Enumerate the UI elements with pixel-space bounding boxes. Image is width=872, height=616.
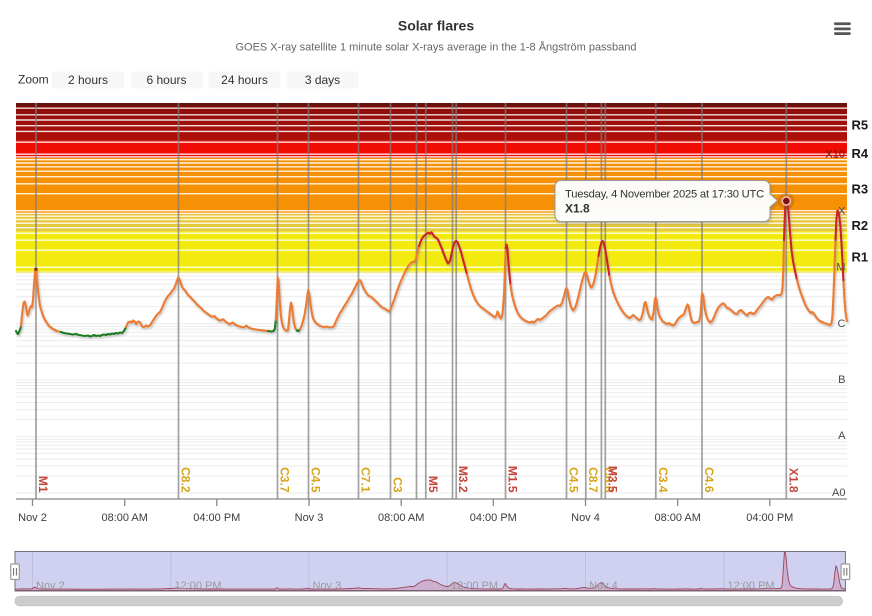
svg-text:04:00 PM: 04:00 PM (746, 512, 793, 524)
svg-text:08:00 AM: 08:00 AM (101, 512, 147, 524)
svg-text:C8.7: C8.7 (586, 467, 600, 493)
svg-text:C7.1: C7.1 (359, 467, 373, 493)
svg-text:12:00 PM: 12:00 PM (451, 580, 498, 592)
svg-text:X1.8: X1.8 (565, 202, 590, 216)
svg-text:6 hours: 6 hours (146, 73, 186, 87)
svg-text:Solar flares: Solar flares (398, 18, 474, 34)
svg-text:Nov 4: Nov 4 (589, 580, 618, 592)
svg-text:M3.2: M3.2 (456, 466, 470, 493)
svg-text:R3: R3 (852, 182, 869, 197)
svg-text:C6.6: C6.6 (601, 467, 615, 493)
svg-text:R4: R4 (852, 146, 869, 161)
svg-text:M: M (836, 262, 845, 274)
svg-text:12:00 PM: 12:00 PM (175, 580, 222, 592)
svg-text:X: X (838, 205, 846, 217)
svg-text:3 days: 3 days (305, 73, 340, 87)
svg-text:C3.4: C3.4 (656, 467, 670, 493)
svg-text:Nov 3: Nov 3 (295, 512, 324, 524)
svg-text:B: B (838, 374, 845, 386)
svg-text:C8.2: C8.2 (179, 467, 193, 493)
svg-text:Nov 2: Nov 2 (18, 512, 47, 524)
svg-text:08:00 AM: 08:00 AM (654, 512, 700, 524)
svg-text:X1.8: X1.8 (786, 468, 800, 493)
svg-text:2 hours: 2 hours (68, 73, 108, 87)
svg-text:04:00 PM: 04:00 PM (193, 512, 240, 524)
svg-text:04:00 PM: 04:00 PM (470, 512, 517, 524)
svg-text:A0: A0 (832, 487, 845, 499)
svg-text:R5: R5 (852, 118, 869, 133)
svg-text:R1: R1 (852, 250, 869, 265)
svg-text:C4.5: C4.5 (309, 467, 323, 493)
svg-text:X10: X10 (825, 149, 845, 161)
svg-text:M5: M5 (426, 476, 440, 493)
svg-text:C3: C3 (391, 477, 405, 493)
svg-text:12:00 PM: 12:00 PM (728, 580, 775, 592)
svg-text:M1: M1 (36, 476, 50, 493)
svg-text:C4.5: C4.5 (567, 467, 581, 493)
svg-text:M1.5: M1.5 (506, 466, 520, 493)
svg-text:R2: R2 (852, 218, 869, 233)
svg-text:Nov 4: Nov 4 (571, 512, 600, 524)
svg-text:A: A (838, 430, 846, 442)
svg-text:C: C (838, 318, 846, 330)
svg-text:24 hours: 24 hours (221, 73, 268, 87)
svg-text:Zoom: Zoom (18, 73, 49, 87)
svg-text:08:00 AM: 08:00 AM (378, 512, 424, 524)
svg-text:Nov 3: Nov 3 (313, 580, 342, 592)
svg-text:Nov 2: Nov 2 (36, 580, 65, 592)
svg-text:C3.7: C3.7 (278, 467, 292, 493)
svg-text:C4.6: C4.6 (702, 467, 716, 493)
svg-text:GOES X-ray satellite 1 minute: GOES X-ray satellite 1 minute solar X-ra… (235, 41, 636, 54)
svg-text:Tuesday, 4 November 2025 at 17: Tuesday, 4 November 2025 at 17:30 UTC (565, 189, 764, 201)
svg-text:M3.5: M3.5 (605, 466, 619, 493)
